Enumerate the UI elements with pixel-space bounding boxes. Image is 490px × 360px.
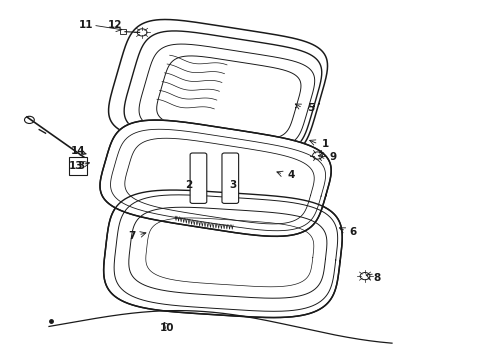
- FancyBboxPatch shape: [222, 153, 239, 203]
- Polygon shape: [104, 190, 342, 318]
- FancyBboxPatch shape: [190, 153, 207, 203]
- Text: 2: 2: [185, 180, 192, 190]
- Text: 3: 3: [77, 161, 84, 171]
- Text: 5: 5: [308, 103, 315, 113]
- Text: 3: 3: [229, 180, 236, 190]
- Text: 1: 1: [322, 139, 329, 149]
- Polygon shape: [109, 19, 327, 157]
- Text: 13: 13: [69, 161, 83, 171]
- Bar: [120, 29, 126, 34]
- Text: 14: 14: [71, 146, 86, 156]
- Text: 8: 8: [374, 273, 381, 283]
- Text: 9: 9: [330, 152, 337, 162]
- Text: 12: 12: [108, 20, 122, 30]
- Text: 7: 7: [128, 231, 136, 241]
- Polygon shape: [100, 120, 331, 236]
- Bar: [69, 157, 87, 175]
- Text: 10: 10: [159, 323, 174, 333]
- Text: 11: 11: [78, 20, 93, 30]
- Text: 6: 6: [349, 227, 356, 237]
- Text: 4: 4: [288, 170, 295, 180]
